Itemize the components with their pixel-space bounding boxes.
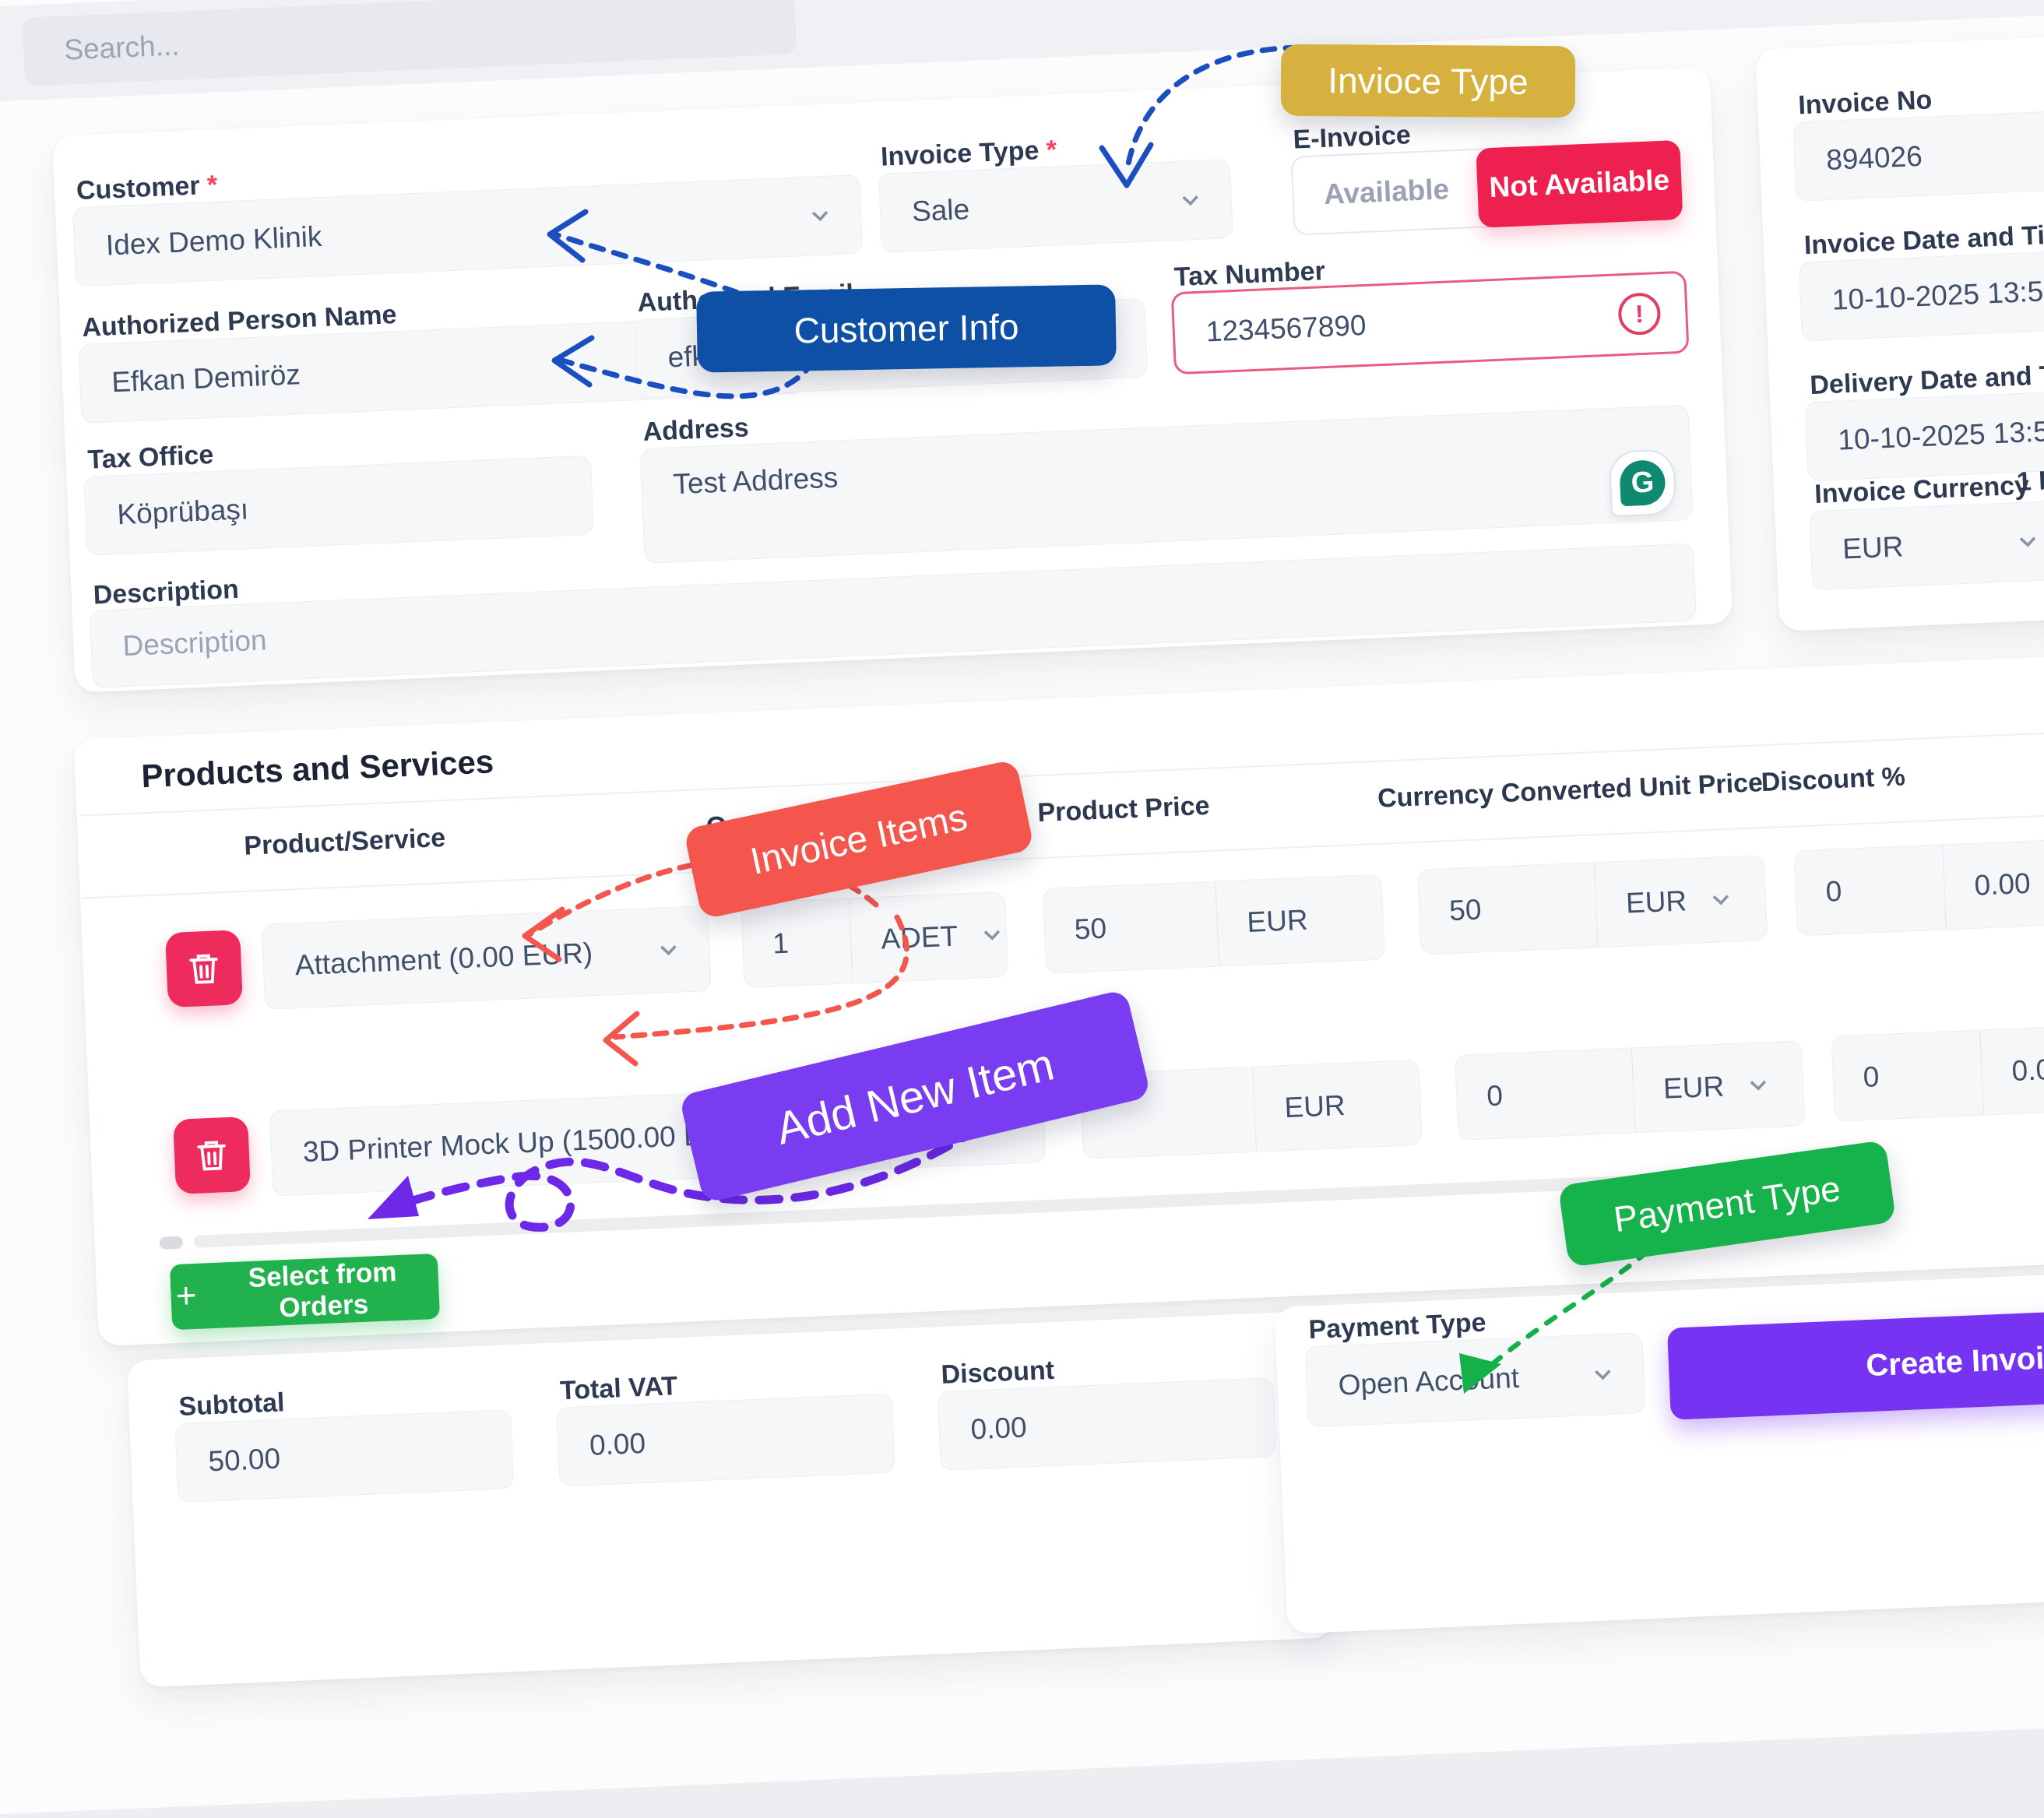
- subtotal-label: Subtotal: [178, 1387, 286, 1422]
- e-invoice-label: E-Invoice: [1292, 120, 1412, 155]
- invoice-no-input[interactable]: 894026: [1792, 107, 2044, 202]
- discount-label: Discount: [940, 1355, 1055, 1390]
- delete-row-button[interactable]: [165, 930, 243, 1008]
- e-invoice-not-available-option[interactable]: Not Available: [1476, 139, 1683, 228]
- product-price-field[interactable]: 50 EUR: [1042, 874, 1385, 974]
- plus-icon: +: [174, 1274, 198, 1316]
- col-discount-pct: Discount %: [1760, 761, 1906, 798]
- grammarly-icon[interactable]: G: [1608, 448, 1677, 517]
- authorized-person-value: Efkan Demiröz: [111, 358, 301, 399]
- customer-label: Customer *: [76, 170, 219, 206]
- discount-amount-value[interactable]: 0.00: [1979, 1024, 2044, 1115]
- customer-info-annotation-badge: Customer Info: [696, 284, 1117, 373]
- tax-number-value: 1234567890: [1205, 308, 1367, 348]
- converted-price-field[interactable]: 50 EUR: [1417, 855, 1768, 955]
- subtotal-field[interactable]: 50.00: [174, 1409, 515, 1503]
- discount-field[interactable]: 0 0.00: [1793, 838, 2044, 937]
- chevron-down-icon: [1712, 895, 1729, 905]
- invoice-type-annotation-badge: Invioce Type: [1280, 44, 1576, 118]
- product-select-value: Attachment (0.00 EUR): [294, 937, 593, 982]
- select-from-orders-label: Select from Orders: [247, 1257, 398, 1324]
- discount-pct-value[interactable]: 0: [1824, 874, 1843, 908]
- converted-value[interactable]: 50: [1448, 893, 1483, 927]
- delivery-date-input[interactable]: 10-10-2025 13:56:00: [1804, 386, 2044, 482]
- payment-type-select[interactable]: Open Account: [1304, 1332, 1646, 1428]
- totals-card: [126, 1310, 1335, 1688]
- subtotal-value: 50.00: [207, 1442, 281, 1478]
- e-invoice-toggle[interactable]: Available Not Available: [1290, 139, 1683, 236]
- discount-amount-value[interactable]: 0.00: [1942, 839, 2044, 930]
- discount-field[interactable]: 0 0.00: [1831, 1023, 2044, 1122]
- price-currency: EUR: [1252, 1060, 1422, 1152]
- customer-select-value: Idex Demo Klinik: [105, 220, 323, 262]
- invoice-no-value: 894026: [1825, 139, 1923, 176]
- unit-value: ADET: [880, 920, 959, 955]
- exchange-rate-label: 1 E: [2016, 465, 2044, 498]
- chevron-down-icon: [983, 930, 1001, 941]
- delete-row-button[interactable]: [173, 1116, 252, 1194]
- address-label: Address: [642, 413, 750, 447]
- converted-currency-select[interactable]: EUR: [1593, 856, 1768, 948]
- required-asterisk: *: [206, 170, 219, 201]
- chevron-down-icon: [2019, 536, 2036, 547]
- invoice-currency-value: EUR: [1842, 530, 1905, 565]
- total-vat-label: Total VAT: [559, 1371, 678, 1406]
- tax-office-label: Tax Office: [86, 440, 215, 475]
- discount-total-value: 0.00: [969, 1411, 1028, 1446]
- tax-office-value: Köprübaşı: [116, 493, 249, 531]
- tilted-ui-sheet: Customer * Idex Demo Klinik Invoice Type…: [0, 0, 2044, 1718]
- unit-select[interactable]: ADET: [849, 891, 1008, 983]
- total-vat-field[interactable]: 0.00: [555, 1393, 895, 1487]
- invoice-type-value: Sale: [911, 193, 970, 228]
- create-invoice-label: Create Invoice: [1865, 1339, 2044, 1383]
- price-value[interactable]: 50: [1074, 912, 1107, 946]
- customer-select[interactable]: Idex Demo Klinik: [72, 174, 864, 287]
- required-asterisk: *: [1046, 135, 1057, 165]
- converted-value[interactable]: 0: [1486, 1079, 1504, 1113]
- product-select-value: 3D Printer Mock Up (1500.00 EUR): [302, 1116, 749, 1168]
- discount-total-field[interactable]: 0.00: [937, 1377, 1277, 1472]
- invoice-date-value: 10-10-2025 13:56:00: [1831, 273, 2044, 316]
- e-invoice-available-option[interactable]: Available: [1323, 173, 1450, 211]
- chevron-down-icon: [1750, 1080, 1767, 1091]
- quantity-field[interactable]: 1 ADET: [741, 891, 1009, 989]
- invoice-date-input[interactable]: 10-10-2025 13:56:00: [1798, 246, 2044, 342]
- address-value: Test Address: [672, 461, 839, 501]
- chevron-down-icon: [1594, 1370, 1611, 1380]
- discount-pct-value[interactable]: 0: [1862, 1060, 1880, 1093]
- error-icon: !: [1617, 292, 1662, 336]
- invoice-no-label: Invoice No: [1797, 85, 1933, 121]
- trash-icon: [189, 954, 218, 984]
- scrollbar-thumb[interactable]: [159, 1236, 184, 1250]
- invoice-currency-select[interactable]: EUR: [1809, 500, 2044, 591]
- chevron-down-icon: [811, 211, 829, 222]
- converted-price-field[interactable]: 0 EUR: [1455, 1040, 1806, 1141]
- select-from-orders-button[interactable]: + Select from Orders: [169, 1253, 441, 1331]
- trash-icon: [197, 1141, 226, 1171]
- invoice-type-select[interactable]: Sale: [878, 159, 1233, 253]
- total-vat-value: 0.00: [589, 1426, 646, 1461]
- chevron-down-icon: [660, 945, 677, 956]
- chevron-down-icon: [1182, 195, 1198, 206]
- price-currency: EUR: [1215, 874, 1384, 966]
- payment-type-value: Open Account: [1337, 1361, 1520, 1401]
- delivery-date-value: 10-10-2025 13:56:00: [1837, 413, 2044, 456]
- quantity-value[interactable]: 1: [772, 927, 790, 960]
- converted-currency-select[interactable]: EUR: [1631, 1041, 1805, 1133]
- invoice-create-screen: { "topbar": { "search_placeholder": "Sea…: [0, 0, 2044, 1472]
